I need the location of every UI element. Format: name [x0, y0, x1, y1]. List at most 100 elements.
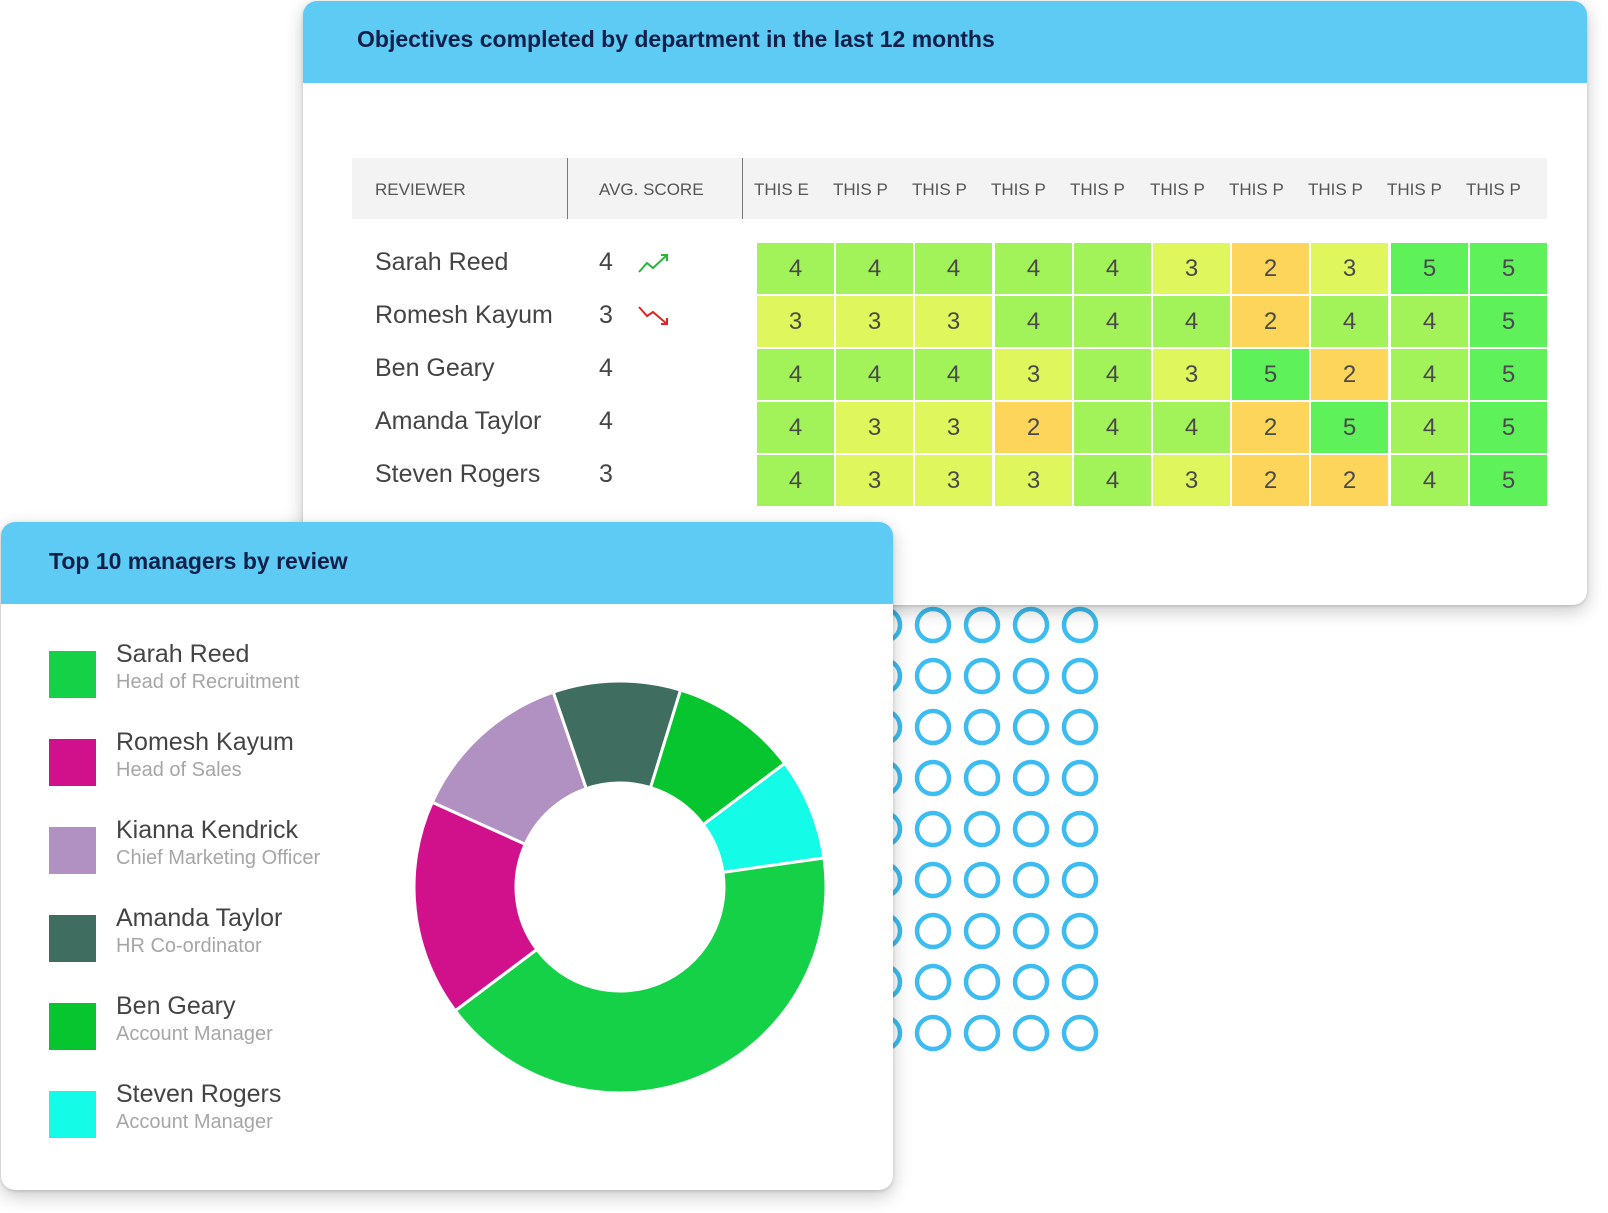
heatmap-cell: 3: [995, 349, 1072, 400]
managers-card-title: Top 10 managers by review: [1, 522, 893, 604]
trend-down-icon: [638, 306, 668, 325]
decorative-ring-pattern: [865, 606, 1099, 1052]
heatmap-cell: 3: [836, 455, 913, 506]
column-header-period: THIS P: [991, 180, 1046, 199]
decorative-ring: [963, 606, 1001, 644]
trend-up-icon: [638, 254, 668, 273]
column-header-period: THIS P: [1387, 180, 1442, 199]
heatmap-cell: 2: [995, 402, 1072, 453]
decorative-ring: [1012, 912, 1050, 950]
column-header-period: THIS P: [1308, 180, 1363, 199]
decorative-ring: [914, 963, 952, 1001]
decorative-ring: [1012, 963, 1050, 1001]
column-divider: [742, 158, 743, 219]
heatmap-cell: 4: [1153, 402, 1230, 453]
heatmap-cell: 5: [1470, 296, 1547, 347]
column-header-period: THIS P: [1070, 180, 1125, 199]
decorative-ring: [914, 810, 952, 848]
column-header-period: THIS E: [754, 180, 809, 199]
objectives-heatmap-card: Objectives completed by department in th…: [303, 1, 1587, 605]
heatmap-cell: 3: [1311, 243, 1388, 294]
managers-donut-chart: [413, 680, 827, 1094]
heatmap-cell: 5: [1311, 402, 1388, 453]
heatmap-cell: 4: [757, 243, 834, 294]
reviewer-avg-score: 3: [599, 301, 613, 329]
decorative-ring: [914, 606, 952, 644]
heatmap-cell: 3: [915, 296, 992, 347]
decorative-ring: [914, 708, 952, 746]
decorative-ring: [1061, 810, 1099, 848]
reviewer-avg-score: 3: [599, 460, 613, 488]
heatmap-cell: 4: [757, 402, 834, 453]
column-header-period: THIS P: [912, 180, 967, 199]
heatmap-cell: 3: [836, 402, 913, 453]
legend-swatch: [49, 739, 96, 786]
decorative-ring: [963, 912, 1001, 950]
heatmap-cell: 4: [1391, 349, 1468, 400]
heatmap-header-row: REVIEWER AVG. SCORE THIS E THIS P THIS P…: [352, 158, 1547, 219]
heatmap-cell: 3: [1153, 455, 1230, 506]
decorative-ring: [914, 657, 952, 695]
decorative-ring: [1061, 912, 1099, 950]
reviewer-name: Ben Geary: [375, 354, 495, 382]
decorative-ring: [1012, 657, 1050, 695]
reviewer-avg-score: 4: [599, 354, 613, 382]
legend-manager-role: HR Co-ordinator: [116, 935, 262, 957]
decorative-ring: [1061, 708, 1099, 746]
decorative-ring: [963, 708, 1001, 746]
heatmap-cell: 4: [1074, 349, 1151, 400]
legend-swatch: [49, 827, 96, 874]
decorative-ring: [1012, 810, 1050, 848]
heatmap-cell: 2: [1232, 243, 1309, 294]
donut-slice: [648, 688, 787, 827]
heatmap-cell: 4: [1391, 402, 1468, 453]
decorative-ring: [914, 759, 952, 797]
legend-manager-name: Kianna Kendrick: [116, 816, 299, 844]
decorative-ring: [1061, 1014, 1099, 1052]
heatmap-cell: 5: [1470, 402, 1547, 453]
column-header-period: THIS P: [1229, 180, 1284, 199]
legend-swatch: [49, 1003, 96, 1050]
heatmap-cell: 5: [1470, 455, 1547, 506]
reviewer-name: Amanda Taylor: [375, 407, 542, 435]
reviewer-name: Romesh Kayum: [375, 301, 553, 329]
decorative-ring: [1061, 606, 1099, 644]
column-header-period: THIS P: [1150, 180, 1205, 199]
heatmap-cell: 4: [1391, 296, 1468, 347]
decorative-ring: [914, 1014, 952, 1052]
heatmap-cell: 5: [1470, 243, 1547, 294]
decorative-ring: [1061, 759, 1099, 797]
decorative-ring: [963, 1014, 1001, 1052]
heatmap-cell: 4: [1074, 455, 1151, 506]
legend-manager-name: Ben Geary: [116, 992, 236, 1020]
decorative-ring: [1061, 963, 1099, 1001]
heatmap-cell: 4: [757, 349, 834, 400]
reviewer-name: Steven Rogers: [375, 460, 541, 488]
heatmap-cell: 5: [1391, 243, 1468, 294]
decorative-ring: [1061, 861, 1099, 899]
donut-slice: [413, 800, 539, 1013]
heatmap-cell: 5: [1232, 349, 1309, 400]
reviewer-avg-score: 4: [599, 248, 613, 276]
decorative-ring: [1012, 606, 1050, 644]
donut-slice: [453, 856, 827, 1094]
heatmap-cell: 2: [1311, 349, 1388, 400]
legend-manager-name: Steven Rogers: [116, 1080, 282, 1108]
heatmap-cell: 4: [836, 349, 913, 400]
decorative-ring: [963, 657, 1001, 695]
column-divider: [567, 158, 568, 219]
column-header-period: THIS P: [1466, 180, 1521, 199]
heatmap-cell: 3: [757, 296, 834, 347]
legend-swatch: [49, 915, 96, 962]
heatmap-cell: 3: [1153, 349, 1230, 400]
legend-swatch: [49, 1091, 96, 1138]
decorative-ring: [914, 861, 952, 899]
heatmap-cell: 2: [1232, 402, 1309, 453]
heatmap-cell: 3: [995, 455, 1072, 506]
legend-manager-role: Chief Marketing Officer: [116, 847, 321, 869]
legend-manager-role: Account Manager: [116, 1023, 273, 1045]
heatmap-cell: 3: [915, 455, 992, 506]
heatmap-cell: 4: [836, 243, 913, 294]
decorative-ring: [963, 759, 1001, 797]
decorative-ring: [1012, 708, 1050, 746]
